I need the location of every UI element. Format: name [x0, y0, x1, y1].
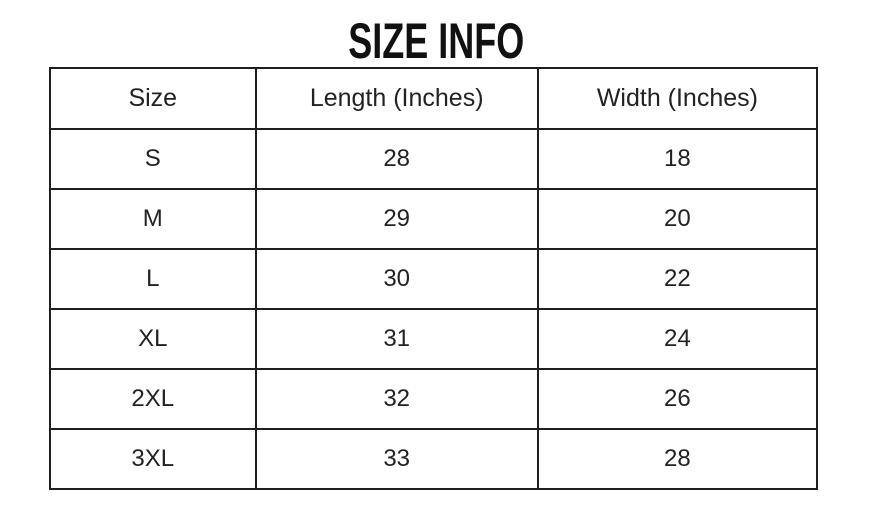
cell-width: 24	[536, 308, 819, 370]
table-row-m: M 29 20	[49, 188, 819, 250]
table-row-l: L 30 22	[49, 248, 819, 310]
header-cell-size: Size	[49, 67, 257, 130]
page-title: SIZE INFO	[347, 13, 525, 69]
cell-length: 30	[254, 248, 539, 310]
cell-size: 2XL	[49, 368, 257, 430]
cell-size: L	[49, 248, 257, 310]
table-row-3xl: 3XL 33 28	[49, 428, 819, 490]
cell-width: 28	[536, 428, 819, 490]
table-header-row: Size Length (Inches) Width (Inches)	[49, 67, 819, 130]
table-row-2xl: 2XL 32 26	[49, 368, 819, 430]
header-cell-width: Width (Inches)	[536, 67, 819, 130]
cell-length: 31	[254, 308, 539, 370]
cell-width: 18	[536, 128, 819, 190]
cell-width: 22	[536, 248, 819, 310]
cell-size: 3XL	[49, 428, 257, 490]
cell-size: XL	[49, 308, 257, 370]
table-row-xl: XL 31 24	[49, 308, 819, 370]
cell-size: S	[49, 128, 257, 190]
title-container: SIZE INFO	[0, 12, 872, 70]
size-table: Size Length (Inches) Width (Inches) S 28…	[49, 67, 819, 490]
cell-length: 32	[254, 368, 539, 430]
cell-length: 29	[254, 188, 539, 250]
cell-length: 28	[254, 128, 539, 190]
cell-width: 26	[536, 368, 819, 430]
cell-length: 33	[254, 428, 539, 490]
header-cell-length: Length (Inches)	[254, 67, 539, 130]
cell-width: 20	[536, 188, 819, 250]
cell-size: M	[49, 188, 257, 250]
table-row-s: S 28 18	[49, 128, 819, 190]
